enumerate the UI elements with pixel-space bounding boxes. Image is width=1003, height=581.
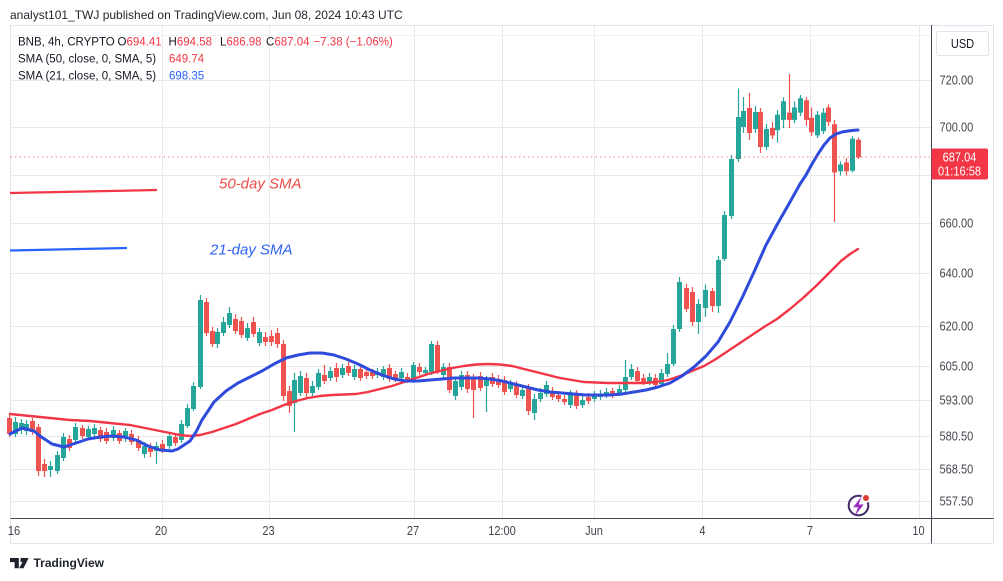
svg-text:593.00: 593.00	[940, 393, 974, 408]
svg-text:605.00: 605.00	[940, 359, 974, 374]
svg-text:557.50: 557.50	[940, 494, 974, 509]
svg-text:20: 20	[155, 523, 168, 538]
svg-text:27: 27	[407, 523, 420, 538]
svg-text:16: 16	[8, 523, 21, 538]
svg-text:analyst101_TWJ published on Tr: analyst101_TWJ published on TradingView.…	[10, 8, 403, 22]
svg-text:580.50: 580.50	[940, 429, 974, 444]
svg-text:23: 23	[262, 523, 275, 538]
svg-text:USD: USD	[951, 36, 975, 51]
svg-text:50-day SMA: 50-day SMA	[219, 176, 302, 193]
svg-text:568.50: 568.50	[940, 462, 974, 477]
svg-text:720.00: 720.00	[940, 73, 974, 88]
svg-text:SMA (21, close, 0, SMA, 5)698.: SMA (21, close, 0, SMA, 5) 698.35	[18, 71, 204, 83]
svg-text:01:16:58: 01:16:58	[938, 164, 981, 179]
svg-text:700.00: 700.00	[940, 120, 974, 135]
svg-text:7: 7	[807, 523, 813, 538]
svg-text:687.04: 687.04	[943, 150, 977, 165]
svg-text:Jun: Jun	[585, 523, 603, 538]
svg-text:SMA (50, close, 0, SMA, 5)649.: SMA (50, close, 0, SMA, 5) 649.74	[18, 54, 205, 66]
svg-text:620.00: 620.00	[940, 319, 974, 334]
svg-text:660.00: 660.00	[940, 216, 974, 231]
svg-text:4: 4	[699, 523, 705, 538]
svg-text:12:00: 12:00	[488, 523, 516, 538]
svg-text:10: 10	[912, 523, 925, 538]
svg-text:21-day SMA: 21-day SMA	[209, 242, 293, 259]
svg-text:TradingView: TradingView	[34, 556, 105, 570]
svg-text:640.00: 640.00	[940, 266, 974, 281]
